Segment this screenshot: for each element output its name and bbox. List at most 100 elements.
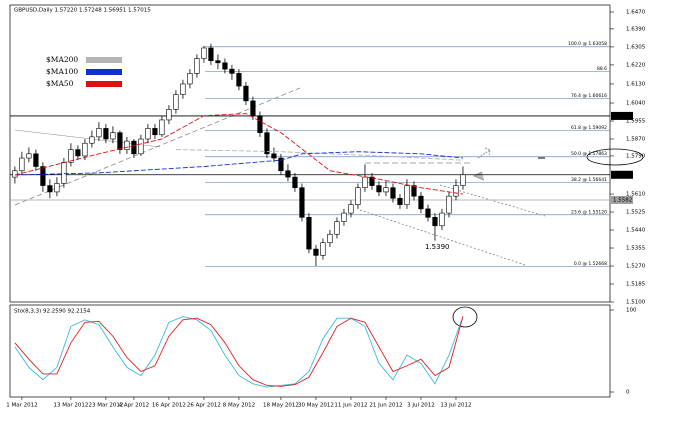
candle-body xyxy=(103,128,109,140)
main-panel xyxy=(9,4,611,303)
y-tick-label: 1.5100 xyxy=(626,300,646,306)
y-tick-label: 1.5610 xyxy=(626,192,646,198)
candle-body xyxy=(131,140,137,155)
candle-body xyxy=(180,83,186,95)
candle-body xyxy=(334,221,340,235)
candle-body xyxy=(369,176,375,186)
x-tick-label: 30 May 2012 xyxy=(298,403,334,409)
legend-label: $MA100 xyxy=(46,67,78,76)
legend-swatch xyxy=(86,69,122,75)
x-tick-label: 13 Mar 2012 xyxy=(53,403,88,409)
fib-label: 38.2 @ 1.56641 xyxy=(571,177,607,183)
candle-body xyxy=(173,94,179,110)
y-tick-label: 1.6390 xyxy=(626,26,646,32)
chart-title: GBPUSD,Daily 1.57220 1.57248 1.56951 1.5… xyxy=(14,8,151,14)
legend-label: $MA50 xyxy=(46,79,74,88)
candle-body xyxy=(152,128,158,136)
candle-body xyxy=(264,132,270,155)
candle-body xyxy=(117,132,123,150)
candle-body xyxy=(124,140,130,150)
x-tick-label: 21 Jun 2012 xyxy=(369,403,402,409)
x-tick-label: 3 Jul 2012 xyxy=(407,403,435,409)
candle-body xyxy=(418,195,424,210)
price-box xyxy=(611,195,633,204)
y-tick-label: 1.5185 xyxy=(626,282,646,288)
candle-body xyxy=(75,149,81,157)
price-label: 1.5979 xyxy=(613,113,633,119)
candle-body xyxy=(12,170,18,178)
candle-body xyxy=(33,153,39,167)
x-tick-label: 1 Mar 2012 xyxy=(6,403,37,409)
fib-label: 76.4 @ 1.60616 xyxy=(571,93,607,99)
x-tick-label: 23 Mar 2012 xyxy=(88,403,123,409)
y-tick-label: 1.5870 xyxy=(626,136,646,142)
y-tick-label: 1.5270 xyxy=(626,264,646,270)
candle-body xyxy=(187,73,193,85)
candle-body xyxy=(40,166,46,186)
fib-label: 23.6 @ 1.55120 xyxy=(571,209,607,215)
candle-body xyxy=(145,128,151,140)
candle-body xyxy=(47,185,53,193)
candle-body xyxy=(341,212,347,222)
candle-body xyxy=(390,187,396,199)
candle-body xyxy=(166,109,172,121)
candle-body xyxy=(362,176,368,188)
candle-body xyxy=(257,115,263,133)
y-tick-label: 1.5440 xyxy=(626,228,646,234)
candle-body xyxy=(215,60,221,64)
candle-body xyxy=(271,153,277,159)
legend-label: $MA200 xyxy=(46,55,78,64)
candle-body xyxy=(460,174,466,186)
candle-body xyxy=(194,58,200,74)
y-tick-label: 1.6305 xyxy=(626,44,646,50)
y-tick-label: 1.6220 xyxy=(626,62,646,68)
candle-body xyxy=(138,138,144,155)
candle-body xyxy=(292,176,298,188)
y-tick-label: 1.6130 xyxy=(626,81,646,87)
stochastic-panel xyxy=(9,304,611,398)
candle-body xyxy=(19,157,25,172)
x-tick-label: 18 May 2012 xyxy=(263,403,299,409)
stoch-line xyxy=(14,316,464,387)
candle-body xyxy=(453,185,459,197)
candle-body xyxy=(306,217,312,250)
candle-body xyxy=(110,132,116,140)
candle-body xyxy=(348,204,354,214)
candle-body xyxy=(425,208,431,218)
candle-body xyxy=(446,195,452,214)
candle-body xyxy=(54,183,60,193)
y-tick-label: 1.5355 xyxy=(626,246,646,252)
x-tick-label: 26 Apr 2012 xyxy=(187,403,221,409)
candle-body xyxy=(68,149,74,163)
price-label: 1.5701 xyxy=(613,172,632,178)
x-tick-label: 13 Jul 2012 xyxy=(440,403,471,409)
ma-line xyxy=(14,113,464,195)
x-tick-label: 11 Jun 2012 xyxy=(334,403,367,409)
stoch-tick-label: 100 xyxy=(626,308,637,314)
ma-line xyxy=(175,149,463,161)
candle-body xyxy=(243,85,249,102)
price-label: 1.5582 xyxy=(613,197,632,203)
candle-body xyxy=(82,142,88,157)
arrow xyxy=(477,147,491,159)
stochastic-title: Sto(8,3,3) 92.2590 92.2154 xyxy=(14,309,91,315)
highlight-circle xyxy=(452,306,478,328)
fib-label: 61.8 @ 1.59092 xyxy=(571,125,607,131)
candle-body xyxy=(411,185,417,197)
candle-body xyxy=(404,185,410,205)
x-tick-label: 8 May 2012 xyxy=(223,403,255,409)
fib-label: 0.0 @ 1.52668 xyxy=(574,261,607,267)
candle-body xyxy=(439,212,445,227)
trend-line xyxy=(359,209,526,266)
candle-body xyxy=(383,187,389,193)
candle-body xyxy=(320,242,326,256)
y-tick-label: 1.5955 xyxy=(626,119,646,125)
candle-body xyxy=(201,47,207,59)
candle-body xyxy=(96,128,102,138)
candle-body xyxy=(229,68,235,74)
legend-swatch xyxy=(86,57,122,63)
candle-body xyxy=(278,157,284,172)
candle-body xyxy=(355,187,361,205)
x-tick-label: 16 Apr 2012 xyxy=(152,403,186,409)
